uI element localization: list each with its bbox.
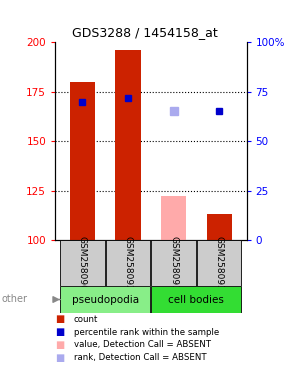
Text: rank, Detection Call = ABSENT: rank, Detection Call = ABSENT — [74, 353, 206, 362]
Text: cell bodies: cell bodies — [168, 295, 224, 305]
Text: GSM258091: GSM258091 — [169, 236, 178, 290]
Bar — [207, 214, 232, 240]
Text: percentile rank within the sample: percentile rank within the sample — [74, 328, 219, 337]
Bar — [151, 240, 196, 286]
Bar — [197, 240, 242, 286]
Text: GDS3288 / 1454158_at: GDS3288 / 1454158_at — [72, 26, 218, 39]
Text: value, Detection Call = ABSENT: value, Detection Call = ABSENT — [74, 340, 211, 349]
Text: count: count — [74, 315, 98, 324]
Text: GSM258092: GSM258092 — [124, 236, 133, 290]
Text: GSM258093: GSM258093 — [215, 236, 224, 290]
Text: ■: ■ — [55, 314, 64, 324]
Bar — [70, 82, 95, 240]
Bar — [151, 286, 242, 313]
Text: ■: ■ — [55, 327, 64, 337]
Bar — [60, 286, 150, 313]
Text: pseudopodia: pseudopodia — [72, 295, 139, 305]
Text: ■: ■ — [55, 353, 64, 362]
Text: GSM258090: GSM258090 — [78, 236, 87, 290]
Bar — [161, 197, 186, 240]
Bar — [115, 50, 141, 240]
Bar — [106, 240, 150, 286]
Bar — [60, 240, 105, 286]
Text: ■: ■ — [55, 340, 64, 350]
Text: other: other — [1, 294, 28, 304]
